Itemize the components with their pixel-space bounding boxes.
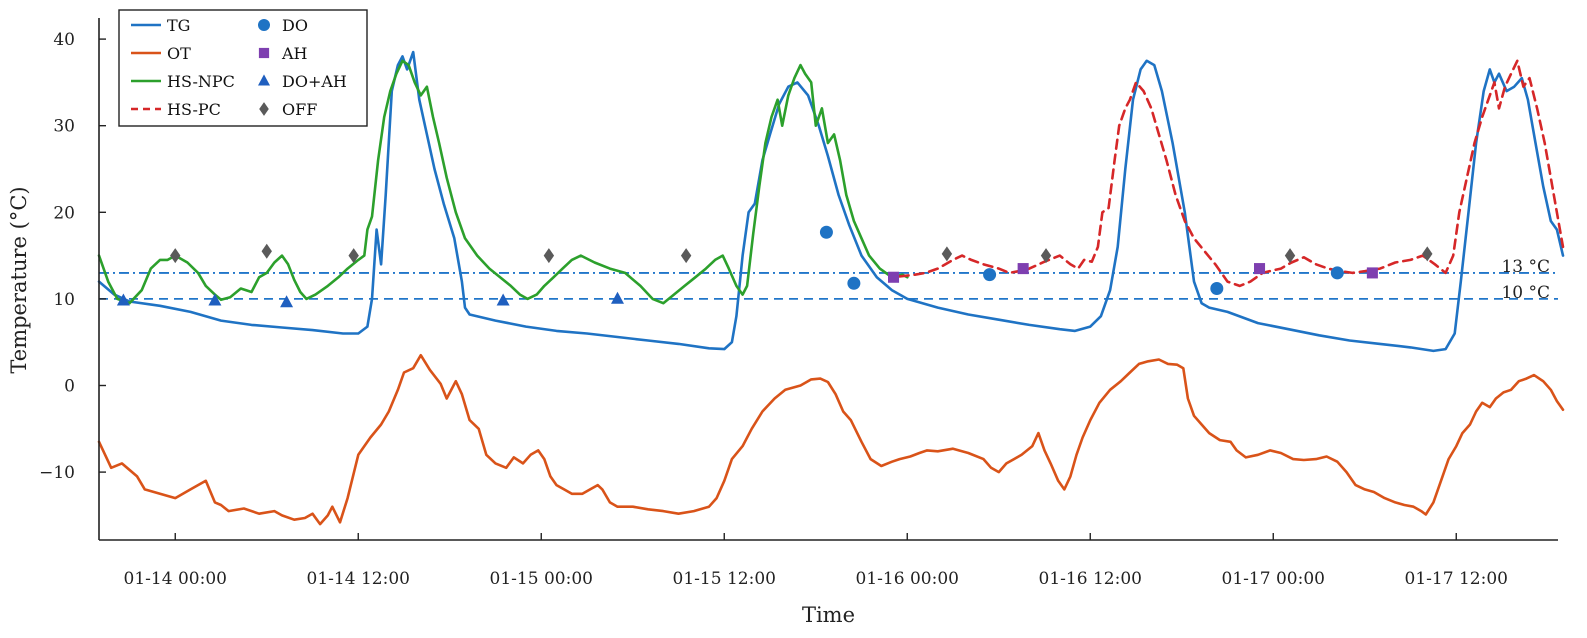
reference-label-10: 10 °C: [1501, 283, 1550, 303]
y-tick-label-0: 0: [64, 377, 75, 397]
marker-ah-1: [1017, 263, 1029, 275]
legend-label-do: DO: [282, 16, 308, 35]
marker-off-1: [261, 243, 272, 259]
y-tick-label-30: 30: [53, 117, 75, 137]
marker-off-7: [1284, 248, 1296, 264]
marker-off-0: [170, 248, 181, 264]
marker-off-3: [543, 248, 555, 264]
axes: −10 0 10 20 30 40 01-14 00:00 01-14 12:00 01-15 …: [39, 18, 1558, 589]
x-axis-title: Time: [802, 603, 855, 627]
legend: TG OT HS-NPC HS-PC DO AH DO+AH OFF: [118, 9, 368, 127]
x-tick-label-7: 01-17 12:00: [1405, 569, 1508, 589]
marker-ah-0: [888, 271, 900, 283]
y-tick-label-10: 10: [53, 290, 75, 310]
marker-off-5: [941, 246, 953, 262]
legend-label-off: OFF: [282, 100, 317, 119]
x-tick-label-4: 01-16 00:00: [856, 569, 959, 589]
legend-swatch-ah: [258, 47, 270, 59]
series-layer: [97, 50, 1565, 526]
marker-do-3: [1210, 282, 1224, 296]
marker-do-0: [819, 225, 833, 239]
marker-do-2: [983, 268, 997, 282]
marker-do-ah-4: [611, 291, 624, 304]
legend-label-ah: AH: [281, 44, 308, 63]
series-line-hs-npc: [97, 59, 909, 305]
legend-box: [118, 9, 368, 127]
marker-off-6: [1040, 248, 1052, 264]
marker-ah-3: [1366, 267, 1378, 279]
marker-off-4: [680, 248, 692, 264]
marker-do-ah-0: [116, 293, 130, 306]
y-axis-title: Temperature (°C): [7, 186, 31, 373]
legend-label-hs-npc: HS-NPC: [167, 72, 235, 91]
legend-label-tg: TG: [167, 16, 190, 35]
marker-do-ah-1: [208, 293, 222, 306]
reference-label-13: 13 °C: [1501, 257, 1550, 277]
x-tick-label-6: 01-17 00:00: [1222, 569, 1325, 589]
reference-lines: 13 °C 10 °C: [99, 257, 1558, 303]
y-tick-label-20: 20: [53, 203, 75, 223]
marker-ah-2: [1254, 263, 1266, 275]
series-line-tg: [97, 50, 1565, 353]
x-tick-label-5: 01-16 12:00: [1039, 569, 1142, 589]
legend-swatch-off: [259, 102, 269, 116]
x-tick-label-2: 01-15 00:00: [490, 569, 593, 589]
marker-do-1: [847, 276, 861, 290]
legend-label-hs-pc: HS-PC: [167, 100, 221, 119]
x-tick-label-0: 01-14 00:00: [124, 569, 227, 589]
y-tick-label--10: −10: [39, 463, 75, 483]
legend-swatch-do-ah: [258, 74, 270, 86]
marker-do-ah-2: [280, 295, 294, 308]
legend-label-do-ah: DO+AH: [282, 72, 347, 91]
marker-do-ah-3: [496, 293, 510, 306]
y-tick-label-40: 40: [53, 30, 75, 50]
marker-layer: [116, 225, 1433, 308]
legend-swatch-do: [258, 19, 270, 31]
x-tick-label-1: 01-14 12:00: [307, 569, 410, 589]
legend-label-ot: OT: [167, 44, 191, 63]
marker-off-8: [1422, 246, 1433, 262]
x-tick-label-3: 01-15 12:00: [673, 569, 776, 589]
marker-off-2: [348, 248, 359, 264]
series-line-ot: [97, 353, 1565, 526]
marker-do-4: [1330, 266, 1344, 280]
series-line-hs-pc: [898, 59, 1565, 288]
